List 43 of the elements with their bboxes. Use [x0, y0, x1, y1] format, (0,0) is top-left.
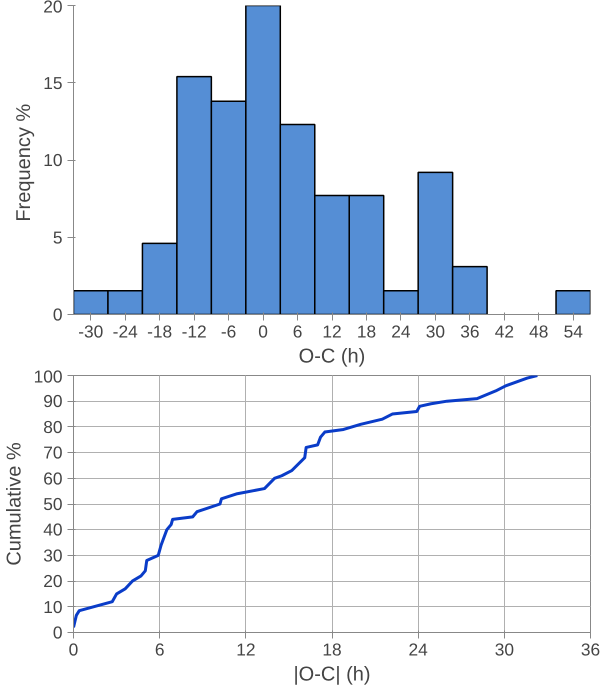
- x-tick-label: -18: [147, 322, 172, 342]
- line-series: [74, 376, 539, 629]
- y-tick-label: 15: [43, 72, 63, 93]
- x-tick-label: 12: [322, 322, 342, 342]
- x-tick-label: 42: [494, 322, 514, 342]
- x-tick-label: 18: [356, 322, 376, 342]
- x-tick-label: 36: [580, 640, 600, 660]
- y-axis-title: Cumulative %: [4, 442, 26, 566]
- x-tick-label: -24: [112, 322, 138, 342]
- y-tick-label: 10: [43, 596, 63, 617]
- y-tick-label: 80: [43, 416, 63, 437]
- y-tick-label: 50: [43, 494, 63, 514]
- x-tick-label: 0: [68, 640, 78, 660]
- y-tick-label: 10: [43, 150, 63, 170]
- y-tick-label: 60: [43, 468, 63, 488]
- y-tick-label: 90: [43, 391, 63, 412]
- x-tick-label: -12: [182, 322, 207, 342]
- y-tick-label: 40: [43, 520, 63, 540]
- y-tick-label: 30: [43, 545, 63, 566]
- x-axis-title: O-C (h): [298, 346, 366, 368]
- y-tick-label: 20: [43, 571, 63, 592]
- x-tick-label: 54: [564, 322, 584, 342]
- x-tick-label: 36: [460, 322, 480, 342]
- y-axis-title: Frequency %: [13, 104, 36, 222]
- y-tick-label: 0: [52, 304, 63, 324]
- x-tick-label: 24: [391, 322, 411, 342]
- x-tick-label: 30: [494, 640, 514, 660]
- x-tick-label: -6: [220, 322, 236, 342]
- x-tick-label: 6: [292, 322, 302, 342]
- x-tick-label: 18: [322, 640, 342, 660]
- x-tick-label: 12: [236, 640, 256, 660]
- x-axis-title: |O-C| (h): [293, 664, 371, 686]
- x-tick-label: 0: [258, 322, 268, 342]
- y-tick-label: 70: [43, 442, 63, 463]
- y-tick-label: 20: [43, 0, 63, 16]
- x-tick-label: 24: [408, 640, 428, 660]
- x-tick-label: 48: [529, 322, 548, 342]
- x-tick-label: 6: [154, 640, 164, 660]
- y-tick-label: 0: [52, 622, 63, 642]
- y-tick-label: 100: [34, 366, 63, 386]
- x-tick-label: -30: [78, 322, 104, 342]
- x-tick-label: 30: [426, 322, 446, 342]
- y-tick-label: 5: [52, 227, 63, 248]
